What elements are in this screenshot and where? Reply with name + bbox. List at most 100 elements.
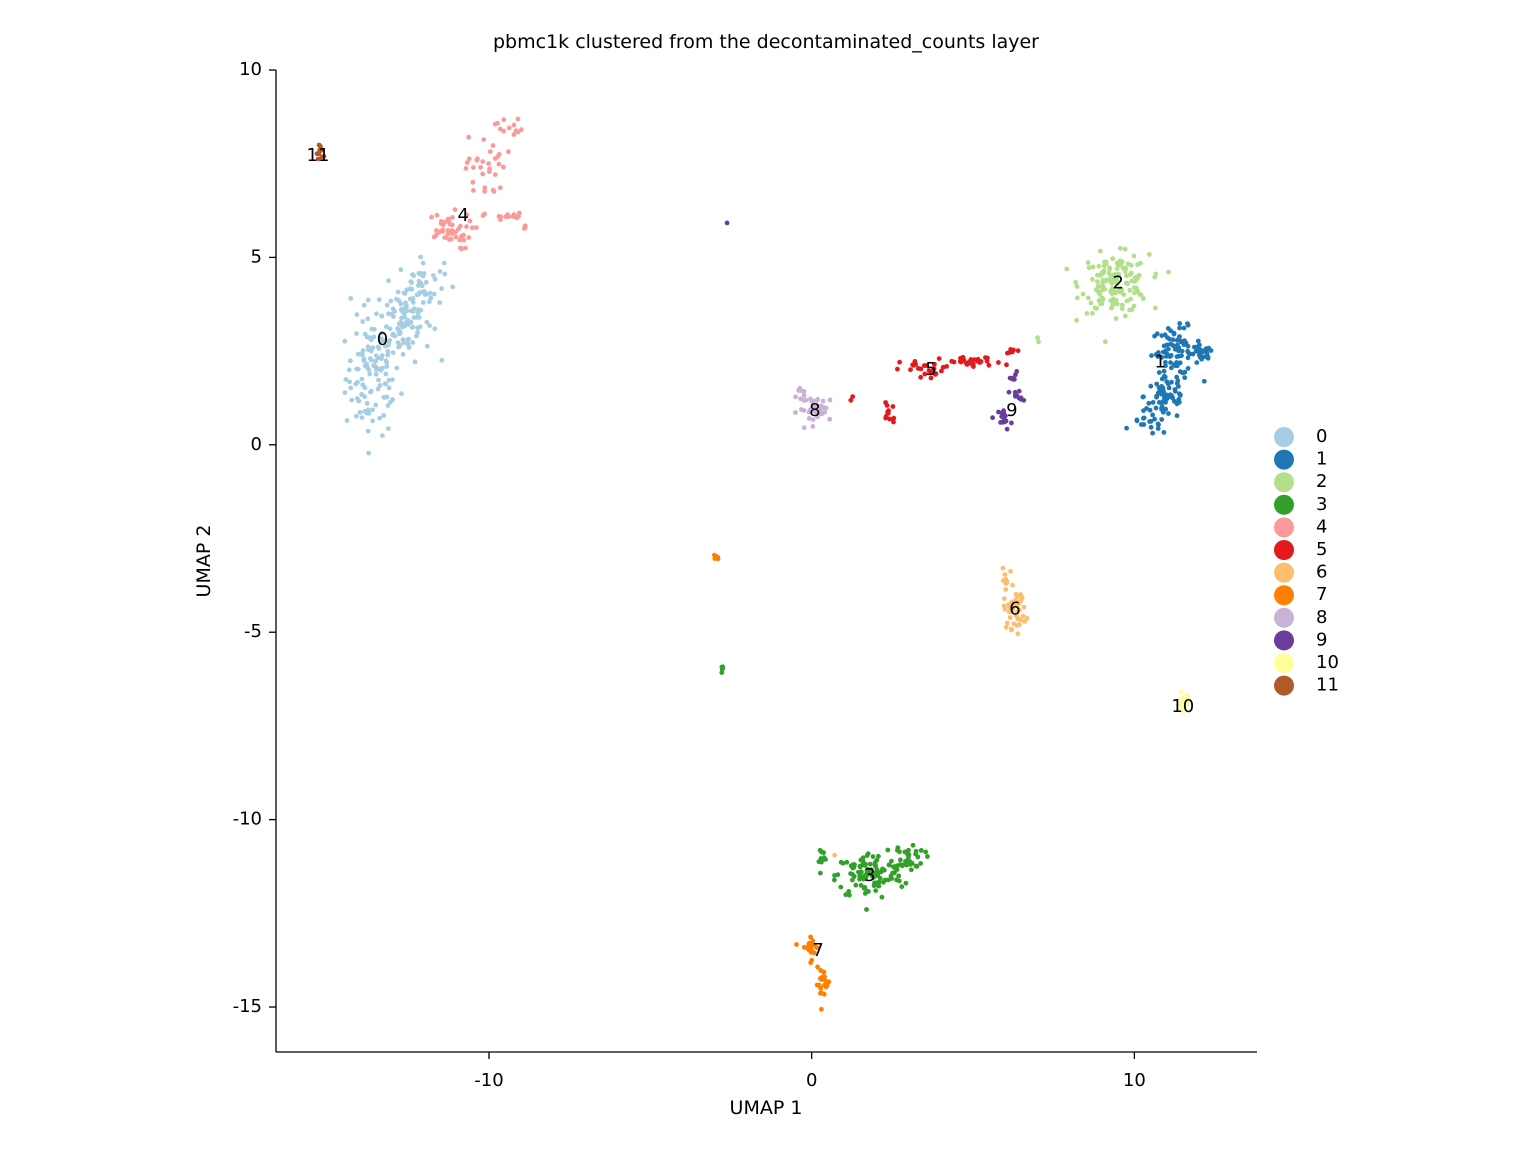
scatter-point	[1152, 274, 1158, 280]
scatter-point	[1172, 362, 1177, 368]
scatter-point	[821, 991, 827, 997]
scatter-point	[474, 225, 479, 231]
scatter-point	[398, 301, 404, 307]
scatter-point	[1165, 326, 1171, 331]
scatter-point	[949, 358, 955, 364]
scatter-point	[390, 350, 396, 355]
scatter-point	[793, 410, 798, 415]
scatter-point	[399, 315, 404, 321]
scatter-point	[365, 297, 371, 303]
scatter-point	[384, 302, 390, 308]
scatter-point	[1170, 395, 1175, 401]
scatter-point	[889, 858, 894, 864]
scatter-point	[720, 664, 726, 670]
scatter-point	[342, 390, 348, 395]
scatter-point	[984, 358, 990, 364]
scatter-point	[437, 300, 443, 305]
scatter-point	[379, 313, 385, 319]
scatter-point	[1109, 291, 1115, 296]
scatter-point	[827, 416, 832, 422]
scatter-point	[817, 976, 823, 981]
scatter-point	[1168, 360, 1173, 365]
scatter-point	[482, 185, 488, 191]
scatter-point	[824, 983, 830, 988]
scatter-point	[461, 237, 467, 243]
scatter-point	[1100, 287, 1105, 293]
scatter-point	[918, 848, 924, 853]
scatter-point	[360, 348, 366, 353]
scatter-point	[1177, 391, 1182, 397]
scatter-point	[395, 289, 401, 295]
scatter-point	[898, 857, 903, 863]
scatter-point	[1036, 339, 1041, 345]
scatter-point	[832, 877, 837, 883]
scatter-point	[1150, 430, 1155, 436]
scatter-point	[1013, 597, 1018, 603]
scatter-point	[1084, 311, 1090, 316]
x-axis-label: UMAP 1	[730, 1097, 803, 1119]
scatter-point	[1154, 393, 1159, 399]
scatter-point	[1185, 355, 1191, 361]
scatter-point	[1156, 370, 1162, 375]
scatter-point	[1135, 262, 1140, 267]
scatter-point	[1006, 389, 1012, 395]
scatter-point	[1169, 365, 1174, 371]
scatter-point	[1125, 281, 1130, 286]
scatter-point	[1085, 295, 1091, 301]
scatter-point	[1153, 352, 1159, 357]
scatter-point	[1159, 355, 1165, 360]
scatter-point	[903, 880, 909, 886]
scatter-point	[486, 161, 491, 167]
scatter-point	[1024, 616, 1030, 621]
scatter-point	[373, 371, 379, 377]
scatter-point	[1013, 591, 1019, 597]
scatter-point	[368, 388, 374, 394]
scatter-point	[416, 315, 422, 320]
scatter-point	[377, 383, 383, 388]
scatter-point	[1110, 256, 1116, 262]
scatter-point	[967, 360, 973, 365]
scatter-point	[1098, 272, 1104, 278]
scatter-point	[862, 885, 868, 890]
cluster-2-points	[1035, 245, 1171, 345]
cluster-label-10: 10	[1171, 696, 1194, 717]
scatter-point	[410, 340, 416, 345]
scatter-point	[1174, 374, 1180, 380]
cluster-label-1: 1	[1154, 351, 1165, 372]
scatter-point	[457, 237, 463, 243]
scatter-point	[909, 860, 915, 866]
scatter-point	[442, 235, 448, 241]
scatter-point	[384, 364, 390, 369]
scatter-point	[1208, 348, 1214, 353]
scatter-point	[928, 369, 933, 375]
legend-marker-4	[1274, 517, 1294, 538]
scatter-point	[986, 362, 992, 368]
scatter-point	[1177, 334, 1182, 339]
cluster-5-points	[848, 347, 1021, 425]
scatter-point	[1124, 298, 1130, 304]
scatter-point	[383, 381, 388, 387]
scatter-point	[869, 870, 875, 876]
scatter-point	[810, 424, 816, 429]
scatter-point	[1003, 624, 1009, 630]
scatter-point	[821, 855, 827, 861]
scatter-point	[354, 366, 360, 372]
scatter-point	[354, 312, 360, 317]
scatter-point	[1122, 313, 1128, 319]
scatter-point	[1175, 378, 1181, 384]
cluster-label-7: 7	[812, 940, 823, 961]
scatter-point	[515, 116, 521, 122]
scatter-point	[820, 398, 826, 404]
scatter-point	[383, 343, 388, 349]
scatter-point	[801, 398, 807, 403]
scatter-point	[1118, 245, 1123, 251]
scatter-point	[808, 934, 813, 940]
scatter-point	[904, 862, 910, 868]
scatter-point	[365, 344, 371, 350]
scatter-point	[450, 284, 455, 290]
scatter-point	[1003, 587, 1009, 592]
scatter-point	[354, 331, 359, 336]
scatter-point	[832, 852, 837, 858]
scatter-point	[1101, 263, 1107, 269]
scatter-point	[1181, 709, 1187, 714]
